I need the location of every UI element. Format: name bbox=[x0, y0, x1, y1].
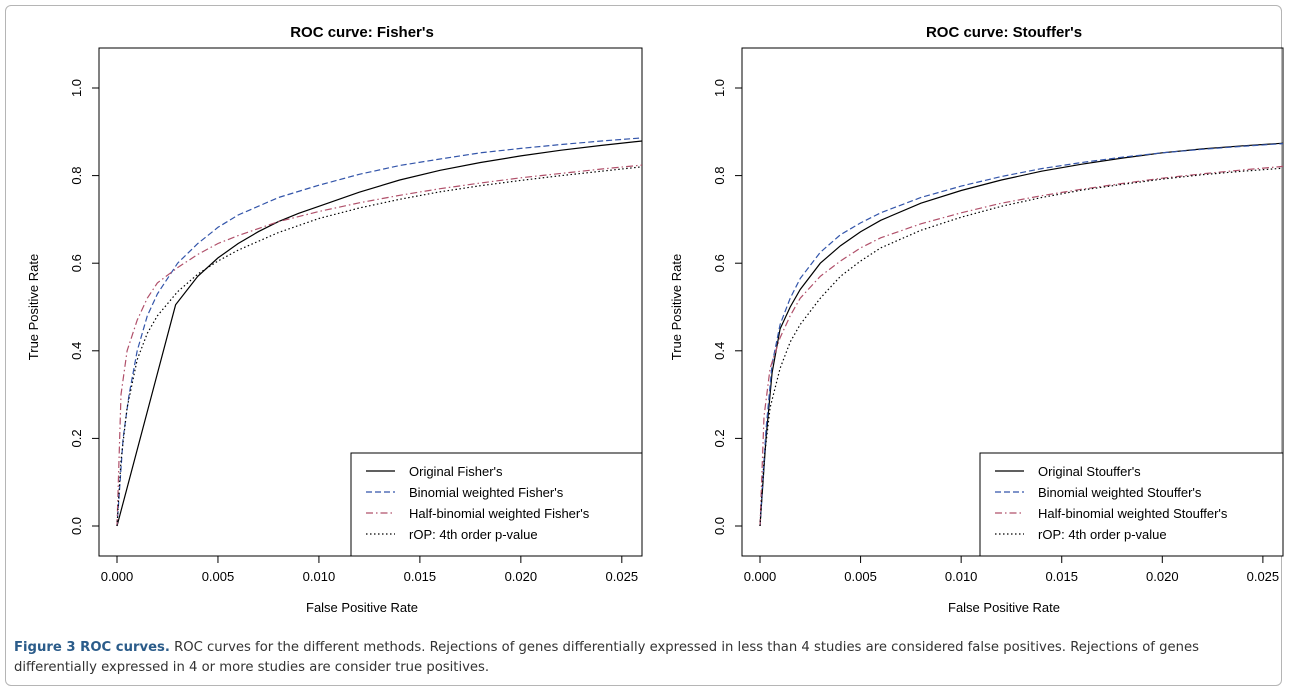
x-tick-label: 0.000 bbox=[101, 569, 134, 584]
legend-label: Half-binomial weighted Fisher's bbox=[409, 506, 590, 521]
legend-label: Half-binomial weighted Stouffer's bbox=[1038, 506, 1228, 521]
y-tick-label: 0.8 bbox=[712, 167, 727, 185]
y-tick-label: 0.4 bbox=[712, 342, 727, 360]
series-line-dashdot bbox=[759, 165, 1284, 527]
y-tick-label: 1.0 bbox=[712, 79, 727, 97]
x-tick-label: 0.015 bbox=[1045, 569, 1078, 584]
roc-figure: ROC curve: Fisher's 0.000 0.005 0.010 0.015 0… bbox=[26, 24, 1284, 615]
x-tick-label: 0.010 bbox=[303, 569, 336, 584]
x-tick-label: 0.020 bbox=[505, 569, 538, 584]
legend-box bbox=[979, 452, 1284, 557]
legend-label: rOP: 4th order p-value bbox=[409, 527, 538, 542]
x-tick-label: 0.005 bbox=[202, 569, 235, 584]
x-tick-label: 0.015 bbox=[404, 569, 437, 584]
series-line-solid bbox=[116, 140, 643, 527]
legend: Original Stouffer's Binomial weighted Sto… bbox=[979, 452, 1284, 557]
x-axis-label: False Positive Rate bbox=[306, 600, 418, 615]
x-tick-label: 0.000 bbox=[744, 569, 777, 584]
y-tick-label: 0.0 bbox=[69, 517, 84, 535]
series-line-dashed bbox=[116, 137, 643, 527]
chart-panel-1: ROC curve: Fisher's 0.000 0.005 0.010 0.015 0… bbox=[26, 24, 643, 615]
y-tick-label: 0.6 bbox=[69, 254, 84, 272]
chart-title: ROC curve: Fisher's bbox=[290, 24, 434, 41]
series-line-dashdot bbox=[116, 164, 643, 527]
series-line-dotted bbox=[116, 166, 643, 527]
series-line-dashed bbox=[759, 143, 1284, 527]
y-tick-label: 0.0 bbox=[712, 517, 727, 535]
x-tick-label: 0.005 bbox=[844, 569, 877, 584]
x-tick-label: 0.020 bbox=[1146, 569, 1179, 584]
y-tick-label: 0.8 bbox=[69, 167, 84, 185]
figure-label: Figure 3 ROC curves. bbox=[14, 640, 170, 655]
x-tick-label: 0.010 bbox=[945, 569, 978, 584]
y-tick-label: 0.2 bbox=[69, 429, 84, 447]
legend: Original Fisher's Binomial weighted Fishe… bbox=[350, 452, 643, 557]
legend-label: Binomial weighted Stouffer's bbox=[1038, 485, 1202, 500]
x-tick-label: 0.025 bbox=[1247, 569, 1280, 584]
x-axis-label: False Positive Rate bbox=[948, 600, 1060, 615]
chart-title: ROC curve: Stouffer's bbox=[926, 24, 1082, 41]
figure-caption: Figure 3 ROC curves. ROC curves for the … bbox=[14, 638, 1276, 678]
caption-text: ROC curves for the different methods. Re… bbox=[14, 640, 1199, 675]
y-tick-label: 0.6 bbox=[712, 254, 727, 272]
y-tick-label: 0.2 bbox=[712, 429, 727, 447]
legend-label: Original Stouffer's bbox=[1038, 464, 1141, 479]
legend-label: Binomial weighted Fisher's bbox=[409, 485, 564, 500]
chart-panel-2: ROC curve: Stouffer's0.000 0.005 0.010 0.01… bbox=[669, 24, 1284, 615]
figure-frame bbox=[5, 5, 1282, 686]
legend-label: rOP: 4th order p-value bbox=[1038, 527, 1167, 542]
y-tick-label: 1.0 bbox=[69, 79, 84, 97]
x-tick-label: 0.025 bbox=[606, 569, 639, 584]
legend-box bbox=[350, 452, 643, 557]
y-axis-label: True Positive Rate bbox=[26, 254, 41, 360]
series-line-dotted bbox=[759, 167, 1284, 527]
legend-label: Original Fisher's bbox=[409, 464, 503, 479]
y-axis-label: True Positive Rate bbox=[669, 254, 684, 360]
y-tick-label: 0.4 bbox=[69, 342, 84, 360]
